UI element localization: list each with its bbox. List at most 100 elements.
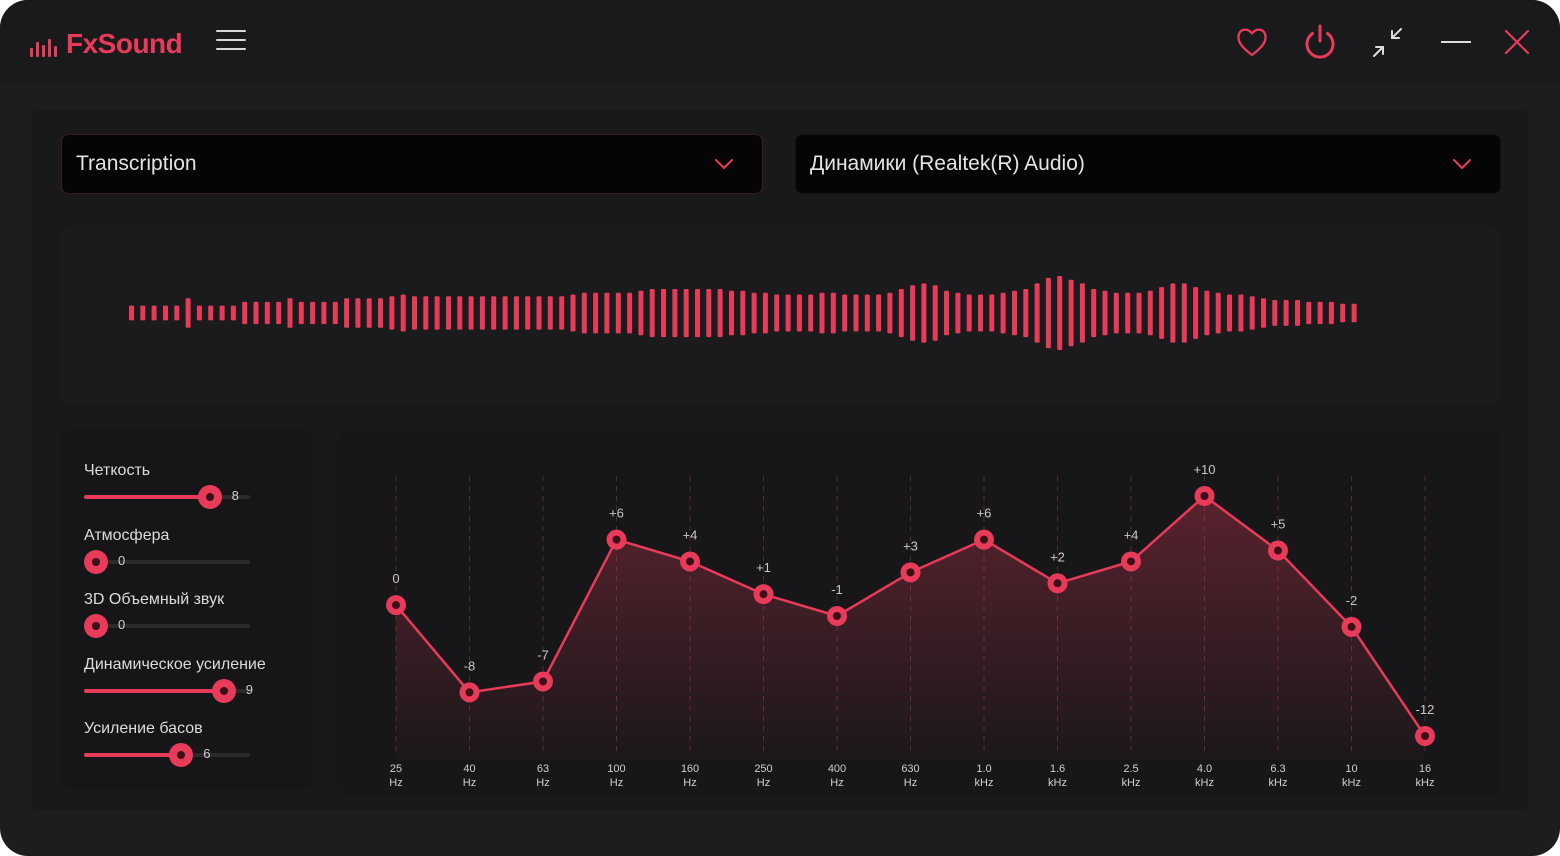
slider-knob[interactable] — [84, 614, 108, 638]
eq-knob-inner — [759, 590, 768, 599]
visualizer-bar — [287, 298, 293, 328]
eq-knob-inner — [686, 557, 694, 566]
visualizer-bar — [140, 305, 146, 321]
eq-gain-label: -2 — [1346, 593, 1358, 608]
visualizer-bar — [151, 305, 157, 321]
visualizer-bar — [842, 294, 848, 332]
visualizer-bar — [921, 283, 927, 343]
eq-band-knob[interactable] — [533, 671, 553, 692]
effect-label: Усиление басов — [84, 720, 203, 737]
visualizer-bar — [1306, 301, 1312, 325]
eq-gain-label: +5 — [1271, 517, 1286, 532]
equalizer-graph: 0 25 Hz -8 40 Hz -7 63 Hz +6 100 Hz +4 160 Hz +1 250 Hz -1… — [386, 462, 1435, 789]
eq-band-knob[interactable] — [1268, 540, 1288, 561]
slider-fill — [84, 689, 224, 693]
eq-unit-label: kHz — [1416, 777, 1435, 789]
effect-bass-boost: Усиление басов 6 — [84, 720, 304, 767]
slider-knob[interactable] — [169, 743, 194, 767]
surround-slider[interactable] — [84, 614, 252, 638]
power-icon[interactable] — [1300, 22, 1340, 62]
visualizer-bar — [219, 305, 225, 321]
effect-ambience: Атмосфера 0 — [84, 527, 304, 574]
visualizer-bar — [1034, 283, 1040, 343]
main-panel: Transcription Динамики (Realtek(R) Audio… — [32, 110, 1528, 810]
dynamic-boost-slider[interactable] — [84, 679, 252, 703]
eq-freq-label: 250 — [754, 763, 772, 775]
eq-gain-label: +6 — [609, 506, 624, 521]
visualizer-bar — [196, 305, 202, 321]
visualizer-bar — [1261, 298, 1266, 328]
visualizer-bar — [536, 296, 542, 330]
visualizer-bar — [819, 292, 825, 334]
visualizer-bar — [1147, 290, 1153, 336]
eq-band-knob[interactable] — [900, 562, 921, 583]
eq-band-knob[interactable] — [459, 682, 480, 703]
effect-value: 0 — [118, 553, 126, 568]
visualizer-bar — [1249, 296, 1255, 330]
eq-unit-label: Hz — [463, 777, 476, 789]
visualizer-bar — [1238, 294, 1244, 332]
effect-surround: 3D Объемный звук 0 — [84, 591, 304, 638]
eq-unit-label: kHz — [1269, 777, 1288, 789]
effect-value: 8 — [231, 488, 239, 503]
slider-knob[interactable] — [197, 485, 222, 509]
minimize-icon[interactable] — [1436, 22, 1476, 62]
close-icon[interactable] — [1497, 22, 1537, 62]
heart-icon[interactable] — [1232, 22, 1272, 62]
eq-knob-inner — [1347, 622, 1356, 631]
visualizer-bar — [955, 292, 961, 334]
visualizer-bar — [615, 292, 621, 334]
app-logo: FxSound — [30, 28, 183, 60]
visualizer-bar — [1045, 277, 1051, 349]
visualizer-bar — [310, 301, 316, 325]
eq-band-knob[interactable] — [386, 595, 406, 616]
visualizer-bar — [751, 292, 757, 334]
eq-band-knob[interactable] — [827, 606, 847, 626]
slider-knob[interactable] — [84, 550, 108, 574]
eq-freq-label: 10 — [1345, 763, 1357, 775]
eq-band-knob[interactable] — [1415, 726, 1435, 746]
eq-gain-label: +1 — [756, 560, 771, 575]
eq-band-knob[interactable] — [680, 551, 700, 572]
eq-band-knob[interactable] — [1341, 616, 1362, 637]
visualizer-bar — [864, 294, 870, 332]
app-name: FxSound — [66, 28, 183, 59]
visualizer-bar — [1272, 300, 1278, 326]
visualizer-bar — [378, 298, 383, 328]
eq-band-knob[interactable] — [1194, 486, 1215, 506]
output-device-dropdown[interactable]: Динамики (Realtek(R) Audio) — [795, 134, 1501, 194]
eq-gain-label: -8 — [464, 658, 476, 673]
visualizer-bar — [1068, 279, 1074, 347]
eq-band-knob[interactable] — [974, 529, 994, 550]
slider-knob[interactable] — [211, 679, 236, 703]
logo-bars-icon — [30, 31, 60, 57]
eq-band-knob[interactable] — [1047, 573, 1068, 594]
bass-boost-slider[interactable] — [84, 743, 252, 767]
slider-fill — [84, 495, 210, 499]
eq-unit-label: Hz — [610, 777, 623, 789]
visualizer-bar — [129, 305, 134, 321]
visualizer-bar — [298, 301, 304, 325]
eq-band-knob[interactable] — [1121, 551, 1141, 572]
eq-unit-label: Hz — [389, 777, 402, 789]
minimize-view-icon[interactable] — [1368, 22, 1408, 62]
eq-knob-inner — [1200, 492, 1209, 500]
visualizer-bar — [502, 296, 508, 330]
ambience-slider[interactable] — [84, 550, 252, 574]
eq-band-knob[interactable] — [606, 529, 627, 550]
clarity-slider[interactable] — [84, 485, 252, 509]
visualizer-bar — [1283, 300, 1289, 326]
visualizer-bar — [729, 290, 734, 336]
eq-gain-label: +6 — [977, 506, 992, 521]
hamburger-menu-icon[interactable] — [216, 30, 246, 54]
preset-dropdown[interactable]: Transcription — [61, 134, 763, 194]
eq-gain-label: +4 — [683, 527, 698, 542]
visualizer-bar — [457, 296, 463, 330]
eq-band-knob[interactable] — [753, 584, 774, 605]
visualizer-bar — [1340, 303, 1346, 323]
visualizer-bar — [638, 290, 644, 336]
visualizer-bar — [1215, 292, 1221, 334]
eq-knob-inner — [1274, 546, 1282, 555]
effect-label: Четкость — [84, 462, 151, 479]
visualizer-bar — [604, 292, 610, 334]
